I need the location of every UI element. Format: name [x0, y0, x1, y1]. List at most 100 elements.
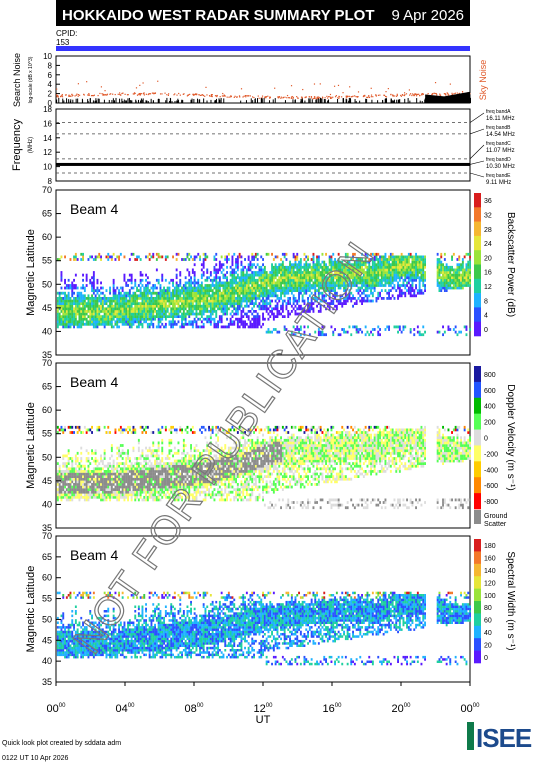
scatter-cell — [107, 483, 110, 486]
scatter-cell — [157, 317, 160, 321]
noise-bar — [354, 99, 356, 103]
scatter-cell — [274, 271, 277, 274]
scatter-cell — [186, 291, 189, 295]
scatter-cell — [62, 483, 65, 486]
scatter-cell — [332, 260, 335, 264]
scatter-cell — [366, 265, 369, 269]
scatter-cell — [235, 276, 237, 280]
scatter-cell — [121, 449, 124, 453]
scatter-cell — [128, 493, 131, 497]
scatter-cell — [238, 307, 241, 311]
scatter-cell — [368, 271, 371, 274]
scatter-cell — [105, 317, 108, 321]
scatter-cell — [184, 299, 187, 303]
scatter-cell — [199, 255, 201, 259]
scatter-cell — [141, 317, 144, 321]
scatter-cell — [193, 286, 196, 290]
scatter-cell — [141, 315, 144, 318]
scatter-cell — [443, 265, 446, 269]
scatter-cell — [177, 320, 180, 324]
scatter-cell — [152, 297, 155, 300]
scatter-cell — [278, 284, 281, 287]
scatter-cell — [330, 289, 333, 292]
scatter-cell — [350, 333, 353, 337]
scatter-cell — [74, 302, 77, 305]
lat-tick-label: 70 — [42, 185, 52, 195]
scatter-cell — [64, 310, 66, 313]
scatter-cell — [353, 302, 356, 305]
scatter-cell — [253, 255, 255, 259]
scatter-cell — [152, 289, 155, 292]
scatter-cell — [107, 307, 110, 311]
scatter-cell — [370, 268, 372, 272]
scatter-cell — [294, 304, 297, 308]
scatter-cell — [193, 312, 196, 316]
scatter-cell — [274, 281, 277, 285]
scatter-cell — [445, 271, 448, 274]
noise-bar — [309, 99, 311, 103]
scatter-cell — [319, 291, 322, 295]
noise-point — [71, 95, 73, 97]
scatter-cell — [346, 330, 349, 334]
scatter-cell — [76, 310, 79, 313]
scatter-cell — [161, 302, 164, 305]
scatter-cell — [121, 307, 124, 311]
scatter-cell — [191, 258, 194, 261]
scatter-cell — [91, 255, 93, 259]
noise-point — [101, 93, 103, 95]
noise-bar — [75, 98, 77, 103]
scatter-cell — [422, 325, 425, 329]
scatter-cell — [341, 302, 344, 305]
scatter-cell — [415, 273, 417, 277]
scatter-cell — [78, 312, 81, 316]
scatter-cell — [231, 289, 234, 292]
scatter-cell — [100, 498, 102, 502]
scatter-cell — [398, 286, 401, 290]
scatter-cell — [172, 291, 174, 295]
scatter-cell — [195, 286, 198, 290]
scatter-cell — [303, 281, 306, 285]
scatter-cell — [388, 291, 390, 295]
scatter-cell — [172, 320, 174, 324]
scatter-cell — [139, 281, 142, 285]
scatter-cell — [289, 286, 291, 290]
scatter-cell — [184, 291, 187, 295]
noise-point — [133, 93, 135, 95]
noise-bar — [62, 98, 64, 103]
scatter-cell — [260, 291, 263, 295]
noise-point — [139, 93, 141, 96]
scatter-cell — [177, 312, 180, 316]
scatter-cell — [76, 488, 79, 491]
scatter-cell — [83, 498, 86, 502]
scatter-cell — [301, 286, 304, 290]
scatter-cell — [91, 483, 93, 486]
noise-bar — [119, 98, 121, 103]
scatter-cell — [247, 258, 250, 261]
scatter-cell — [74, 307, 77, 311]
scatter-cell — [91, 302, 93, 305]
noise-point — [384, 95, 387, 98]
scatter-cell — [375, 299, 378, 303]
scatter-cell — [247, 294, 250, 298]
scatter-cell — [206, 289, 209, 292]
scatter-cell — [458, 330, 461, 334]
scatter-cell — [465, 333, 468, 337]
scatter-cell — [244, 265, 246, 269]
scatter-cell — [362, 276, 365, 280]
scatter-cell — [317, 330, 320, 334]
scatter-cell — [200, 276, 203, 280]
scatter-cell — [209, 320, 212, 324]
scatter-cell — [346, 297, 349, 300]
scatter-cell — [118, 462, 120, 465]
scatter-cell — [330, 284, 333, 287]
scatter-cell — [404, 260, 407, 264]
scatter-cell — [184, 297, 187, 300]
scatter-cell — [74, 304, 77, 308]
noise-bar — [240, 100, 242, 103]
scatter-cell — [80, 483, 83, 486]
scatter-cell — [308, 284, 311, 287]
scatter-cell — [299, 284, 302, 287]
scatter-cell — [260, 284, 263, 287]
noise-bar — [158, 98, 160, 103]
scatter-cell — [271, 268, 273, 272]
